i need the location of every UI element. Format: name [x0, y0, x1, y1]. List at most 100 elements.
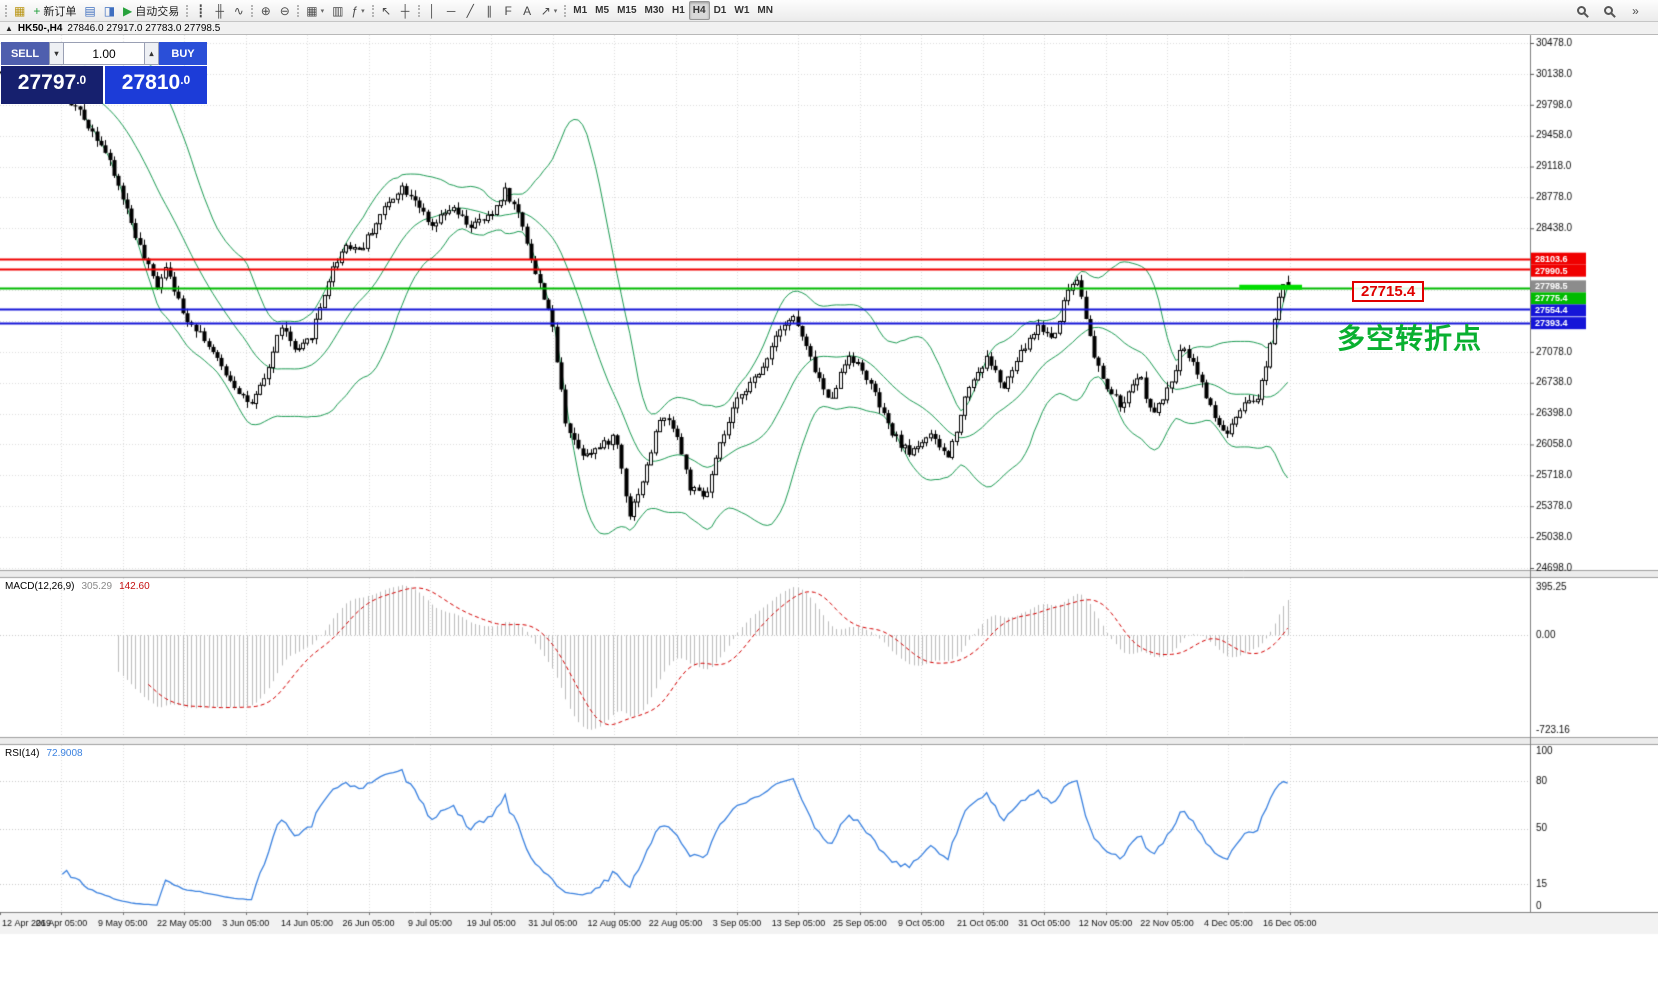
charts-icon: ▤	[84, 3, 96, 18]
chart-symbol-timeframe: HK50-,H4	[17, 22, 63, 34]
timeframe-d1-button[interactable]: D1	[710, 1, 731, 20]
profiles-button[interactable]: ◨	[100, 1, 119, 20]
timeframe-mn-button[interactable]: MN	[753, 1, 777, 20]
zoom-in-icon: ⊕	[260, 3, 271, 18]
horizontal-line-icon: ─	[446, 3, 456, 18]
channel-icon: ∥	[486, 3, 493, 18]
timeframe-m1-button[interactable]: M1	[569, 1, 591, 20]
sell-price-fraction: .0	[76, 73, 87, 87]
new-order-button-label: 新订单	[43, 5, 77, 18]
vertical-line-button[interactable]: │	[423, 1, 442, 20]
fibonacci-icon: F	[504, 3, 512, 18]
tile-windows-button[interactable]: ▥	[328, 1, 347, 20]
timeframe-w1-icon: W1	[734, 4, 750, 16]
macd-header: MACD(12,26,9) 305.29 142.60	[5, 581, 150, 592]
text-icon: A	[523, 3, 532, 18]
indicators-button-caret-icon: ▾	[361, 7, 365, 15]
cursor-button[interactable]: ↖	[377, 1, 396, 20]
zoom-out-button[interactable]: ⊖	[275, 1, 294, 20]
new-order-icon: +	[33, 3, 41, 18]
toolbar-group-1: ┋ ╫ ∿	[184, 1, 248, 21]
horizontal-line-button[interactable]: ─	[442, 1, 461, 20]
toolbar-overflow-icon: »	[1632, 3, 1639, 18]
rsi-header: RSI(14) 72.9008	[5, 748, 83, 759]
line-chart-icon: ∿	[233, 3, 244, 18]
toolbar-group-5: │ ─ ╱ ∥ F A ↗ ▾	[416, 1, 562, 21]
vertical-line-icon: │	[428, 3, 436, 18]
volume-input[interactable]: 1.00	[64, 42, 144, 65]
chart-window-icon: ▲	[5, 23, 13, 33]
charts-button[interactable]: ▤	[80, 1, 99, 20]
quick-search-button[interactable]	[1599, 1, 1618, 20]
bar-chart-icon: ┋	[197, 3, 205, 18]
buy-button[interactable]: BUY	[159, 42, 207, 65]
arrows-button[interactable]: ↗ ▾	[537, 1, 562, 20]
zoom-in-button[interactable]: ⊕	[256, 1, 275, 20]
window-icon-icon: ▦	[14, 3, 26, 18]
timeframe-m15-icon: M15	[617, 4, 637, 16]
toolbar-right-items: »	[1572, 1, 1655, 20]
sell-button[interactable]: SELL	[1, 42, 49, 65]
indicators-icon: ƒ	[351, 3, 359, 18]
chart-ohlc-values: 27846.0 27917.0 27783.0 27798.5	[67, 22, 221, 34]
indicators-button[interactable]: ƒ ▾	[347, 1, 368, 20]
new-order-button[interactable]: + 新订单	[29, 1, 80, 20]
chart-titlebar: ▲ HK50-,H4 27846.0 27917.0 27783.0 27798…	[0, 22, 1658, 35]
toolbar-group-3: ▦ ▾ ▥ ƒ ▾	[295, 1, 368, 21]
arrows-button-caret-icon: ▾	[553, 7, 558, 15]
autotrading-button[interactable]: ▶ 自动交易	[119, 1, 183, 20]
bar-chart-button[interactable]: ┋	[191, 1, 210, 20]
buy-price: 27810	[121, 71, 181, 94]
main-toolbar: ▦ + 新订单 ▤ ◨ ▶ 自动交易 ┋ ╫ ∿ ⊕ ⊖ ▦ ▾ ▥ ƒ ▾ ↖ ┼ │ ─ ╱ ∥ F A ↗ ▾ M1 M5 M15 M…	[0, 0, 1658, 22]
volume-increase-button[interactable]: ▴	[144, 42, 159, 65]
candlestick-chart-button[interactable]: ╫	[210, 1, 229, 20]
timeframe-m1-icon: M1	[573, 4, 588, 16]
trendline-button[interactable]: ╱	[461, 1, 480, 20]
timeframe-h4-button[interactable]: H4	[688, 1, 710, 20]
timeframe-m5-button[interactable]: M5	[591, 1, 613, 20]
timeframe-m5-icon: M5	[595, 4, 610, 16]
buy-price-fraction: .0	[180, 73, 191, 87]
trendline-icon: ╱	[466, 3, 474, 18]
volume-decrease-button[interactable]: ▾	[49, 42, 64, 65]
toolbar-group-4: ↖ ┼	[370, 1, 415, 21]
search-button[interactable]	[1572, 1, 1591, 20]
line-chart-button[interactable]: ∿	[229, 1, 248, 20]
tile-windows-icon: ▥	[332, 3, 344, 18]
arrows-icon: ↗	[540, 3, 551, 18]
timeframe-m30-button[interactable]: M30	[641, 1, 668, 20]
crosshair-icon: ┼	[400, 3, 410, 18]
rsi-label: RSI(14)	[5, 748, 40, 759]
channel-button[interactable]: ∥	[480, 1, 499, 20]
timeframe-h4-icon: H4	[692, 4, 706, 16]
search-icon	[1577, 6, 1586, 15]
quick-search-icon	[1604, 6, 1613, 15]
cursor-icon: ↖	[381, 3, 392, 18]
timeframe-d1-icon: D1	[713, 4, 727, 16]
toolbar-group-0: ▦ + 新订单 ▤ ◨ ▶ 自动交易	[3, 1, 183, 21]
macd-main-value: 305.29	[81, 581, 113, 592]
rsi-value: 72.9008	[46, 748, 83, 759]
new-chart-button-caret-icon: ▾	[320, 7, 325, 15]
timeframe-w1-button[interactable]: W1	[730, 1, 753, 20]
fibonacci-button[interactable]: F	[499, 1, 518, 20]
zoom-out-icon: ⊖	[279, 3, 290, 18]
text-button[interactable]: A	[518, 1, 537, 20]
timeframe-h1-button[interactable]: H1	[668, 1, 689, 20]
sell-price-button[interactable]: 27797 .0	[1, 66, 103, 104]
timeframe-h1-icon: H1	[671, 4, 685, 16]
turning-point-annotation[interactable]: 多空转折点	[1337, 323, 1483, 354]
toolbar-overflow-button[interactable]: »	[1626, 1, 1645, 20]
new-chart-button[interactable]: ▦ ▾	[302, 1, 328, 20]
timeframe-m15-button[interactable]: M15	[613, 1, 640, 20]
sell-price: 27797	[17, 71, 77, 94]
macd-signal-value: 142.60	[119, 581, 150, 592]
price-level-callout[interactable]: 27715.4	[1352, 281, 1425, 302]
one-click-trading-panel: SELL ▾ 1.00 ▴ BUY 27797 .0 27810 .0	[1, 42, 207, 104]
new-chart-icon: ▦	[306, 3, 318, 18]
buy-price-button[interactable]: 27810 .0	[105, 66, 207, 104]
window-icon-button[interactable]: ▦	[10, 1, 29, 20]
crosshair-button[interactable]: ┼	[396, 1, 415, 20]
timeframe-mn-icon: MN	[757, 4, 773, 16]
